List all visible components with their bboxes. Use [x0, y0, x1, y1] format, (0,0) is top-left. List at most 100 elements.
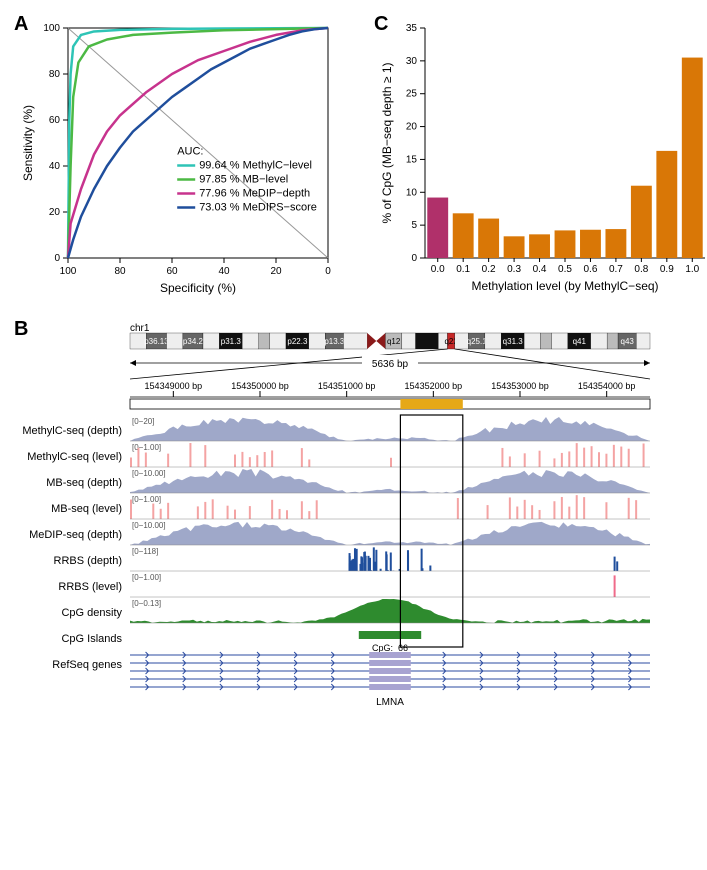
level-bar: [576, 443, 578, 467]
y-tick: 0: [54, 253, 60, 264]
legend-label: 99.64 % MethylC−level: [199, 160, 312, 172]
level-bar: [197, 506, 199, 519]
x-tick: 0.7: [609, 264, 623, 275]
bar: [453, 213, 474, 258]
ideogram-band: [541, 333, 552, 349]
level-bar: [553, 501, 555, 519]
top-row: A002020404060608080100100Specificity (%)…: [10, 10, 697, 315]
level-bar: [620, 447, 622, 467]
level-bar: [561, 453, 563, 467]
y-tick: 60: [49, 115, 61, 126]
depth-track: [130, 469, 650, 493]
level-bar: [301, 501, 303, 519]
y-tick: 15: [406, 154, 418, 165]
panel-label-a: A: [14, 13, 28, 35]
track-scale: [0−0.13]: [132, 599, 161, 608]
rrbs-level-bar: [614, 575, 616, 597]
x-tick: 0.2: [482, 264, 496, 275]
track-scale: [0−1.00]: [132, 495, 161, 504]
bar: [504, 236, 525, 258]
level-bar: [509, 456, 511, 467]
level-bar: [249, 457, 251, 467]
level-bar: [561, 497, 563, 519]
band-label: p13.3: [324, 337, 345, 346]
level-bar: [628, 449, 630, 467]
gene-label: LMNA: [376, 697, 404, 708]
exon: [369, 668, 411, 674]
band-label: q25.1: [467, 337, 488, 346]
legend-label: 73.03 % MeDIPS−score: [199, 202, 317, 214]
level-bar: [256, 455, 258, 467]
y-tick: 10: [406, 187, 418, 198]
rrbs-depth-bar: [390, 552, 392, 571]
ideogram-band: [242, 333, 258, 349]
track-scale: [0−118]: [132, 547, 158, 556]
band-label: p31.3: [221, 337, 242, 346]
coord-tick: 154351000 bp: [318, 381, 376, 391]
level-bar: [264, 452, 266, 467]
ideogram-band: [166, 333, 182, 349]
exon: [369, 652, 411, 658]
x-tick: 0.3: [507, 264, 521, 275]
coord-tick: 154352000 bp: [405, 381, 463, 391]
level-bar: [501, 448, 503, 467]
bar: [682, 58, 703, 258]
level-bar: [279, 509, 281, 519]
highlight-region: [400, 399, 462, 409]
x-tick: 0.4: [533, 264, 547, 275]
level-bar: [271, 450, 273, 467]
level-bar: [553, 458, 555, 467]
y-tick: 35: [406, 23, 418, 34]
bar: [478, 219, 499, 258]
level-bar: [643, 443, 645, 467]
band-label: q43: [621, 337, 635, 346]
track-label: RRBS (depth): [54, 555, 122, 567]
level-bar: [390, 458, 392, 467]
rrbs-depth-bar: [352, 559, 354, 571]
legend-title: AUC:: [177, 146, 203, 158]
bar: [656, 151, 677, 258]
ideogram-band: [309, 333, 325, 349]
exon: [369, 684, 411, 690]
ideogram-band: [416, 333, 439, 349]
zoom-label: 5636 bp: [372, 359, 409, 370]
x-tick: 1.0: [685, 264, 699, 275]
bar: [427, 198, 448, 258]
level-bar: [487, 505, 489, 519]
panel-label-b: B: [14, 318, 28, 340]
track-label: CpG Islands: [61, 633, 122, 645]
x-tick: 100: [60, 266, 77, 277]
exon: [369, 676, 411, 682]
y-tick: 20: [406, 122, 418, 133]
bar: [529, 234, 550, 258]
level-bar: [167, 454, 169, 467]
x-tick: 0.0: [431, 264, 445, 275]
coord-tick: 154353000 bp: [491, 381, 549, 391]
level-bar: [531, 505, 533, 519]
genome-browser: Bchr1p36.13p34.2p31.3p22.3p13.3q12q22q25…: [10, 315, 697, 855]
track-label: CpG density: [61, 607, 122, 619]
band-label: p34.2: [183, 337, 204, 346]
depth-track: [130, 522, 650, 545]
level-bar: [130, 500, 132, 519]
x-tick: 0: [325, 266, 331, 277]
level-bar: [516, 507, 518, 519]
cpg-island-label: CpG:_66: [372, 643, 408, 653]
rrbs-depth-bar: [421, 549, 423, 571]
x-tick: 0.9: [660, 264, 674, 275]
rrbs-depth-bar: [429, 566, 431, 571]
rrbs-depth-bar: [359, 564, 361, 571]
level-bar: [568, 507, 570, 519]
level-bar: [241, 452, 243, 467]
ideogram-band: [343, 333, 367, 349]
bar: [631, 186, 652, 258]
rrbs-depth-bar: [421, 568, 423, 571]
track-label: MB-seq (depth): [46, 477, 122, 489]
level-bar: [635, 500, 637, 519]
chrom-label: chr1: [130, 323, 150, 334]
x-tick: 0.6: [584, 264, 598, 275]
y-tick: 0: [411, 253, 417, 264]
level-bar: [212, 499, 214, 519]
track-label: MB-seq (level): [51, 503, 122, 515]
level-bar: [301, 448, 303, 467]
